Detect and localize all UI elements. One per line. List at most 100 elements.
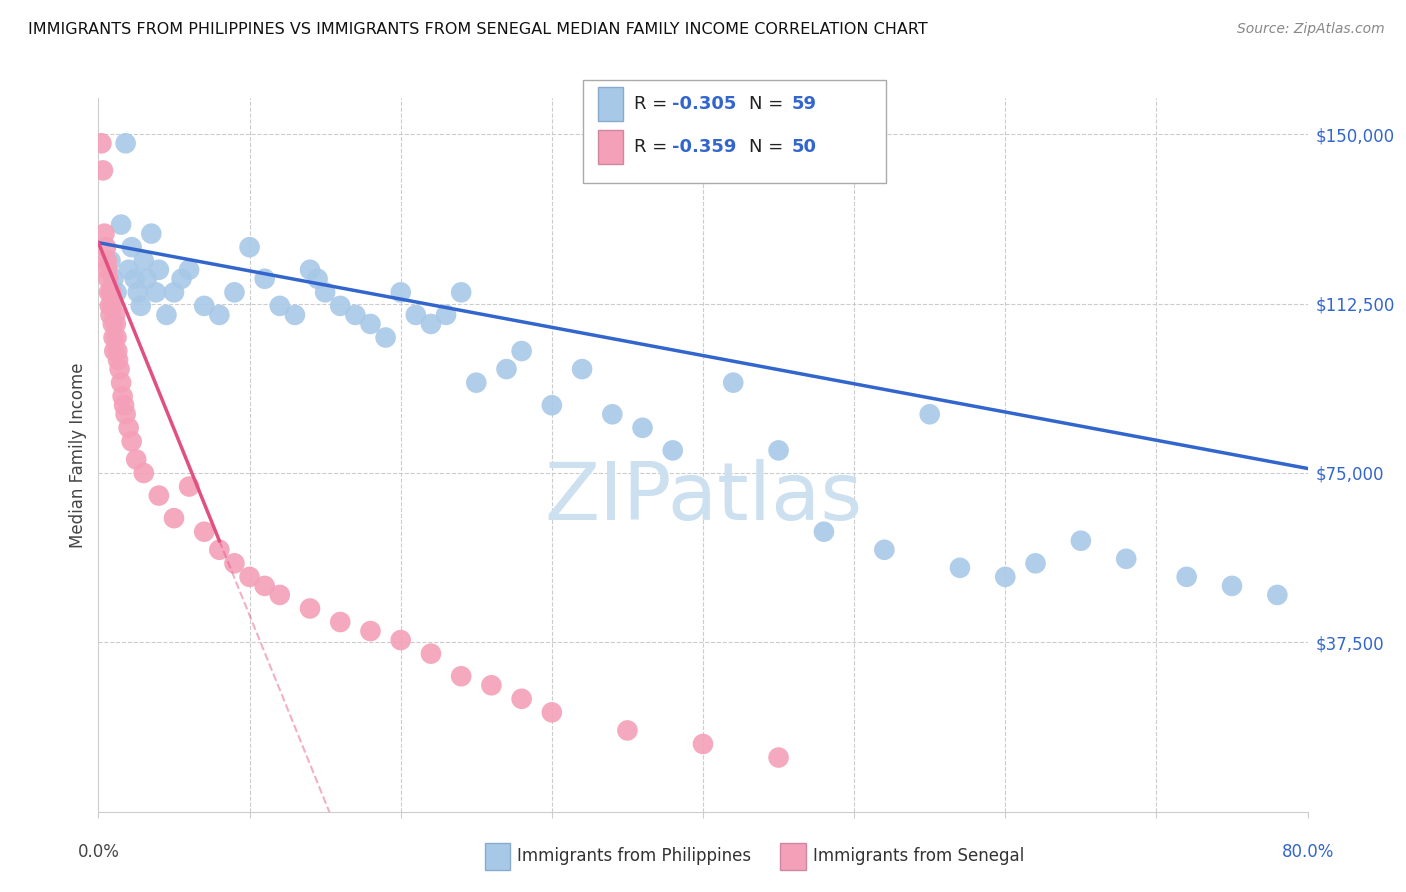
Point xyxy=(571,362,593,376)
Point xyxy=(239,240,262,254)
Point xyxy=(329,615,352,629)
Point xyxy=(450,669,472,683)
Point xyxy=(105,285,128,300)
Point xyxy=(253,272,276,286)
Point xyxy=(1175,570,1198,584)
Text: R =: R = xyxy=(634,95,673,113)
Point xyxy=(616,723,638,738)
Point xyxy=(94,240,117,254)
Point xyxy=(148,489,170,503)
Point xyxy=(105,344,128,359)
Point xyxy=(465,376,488,390)
Point xyxy=(329,299,352,313)
Point xyxy=(692,737,714,751)
Point xyxy=(949,561,972,575)
Point xyxy=(108,362,131,376)
Point xyxy=(208,542,231,557)
Point xyxy=(132,253,155,268)
Point xyxy=(141,227,163,241)
Point xyxy=(118,421,141,435)
Point xyxy=(208,308,231,322)
Point xyxy=(284,308,307,322)
Point xyxy=(602,407,624,421)
Point xyxy=(768,750,790,764)
Point xyxy=(129,299,152,313)
Point xyxy=(314,285,336,300)
Point xyxy=(420,647,443,661)
Point xyxy=(105,330,128,344)
Point xyxy=(127,285,149,300)
Point xyxy=(148,262,170,277)
Point xyxy=(495,362,517,376)
Point xyxy=(110,376,132,390)
Text: Source: ZipAtlas.com: Source: ZipAtlas.com xyxy=(1237,22,1385,37)
Point xyxy=(481,678,503,692)
Point xyxy=(307,272,329,286)
Point xyxy=(90,136,112,151)
Point xyxy=(269,299,291,313)
Text: 50: 50 xyxy=(792,138,817,156)
Point xyxy=(145,285,167,300)
Text: -0.305: -0.305 xyxy=(672,95,737,113)
Point xyxy=(163,511,186,525)
Text: R =: R = xyxy=(634,138,673,156)
Point xyxy=(101,299,124,313)
Point xyxy=(103,344,125,359)
Point xyxy=(98,299,121,313)
Point xyxy=(132,466,155,480)
Point xyxy=(107,353,129,368)
Text: Immigrants from Philippines: Immigrants from Philippines xyxy=(517,847,752,865)
Point xyxy=(96,262,118,277)
Point xyxy=(813,524,835,539)
Point xyxy=(118,262,141,277)
Point xyxy=(1115,551,1137,566)
Point xyxy=(420,317,443,331)
Point xyxy=(163,285,186,300)
Text: -0.359: -0.359 xyxy=(672,138,737,156)
Point xyxy=(114,407,136,421)
Point xyxy=(374,330,396,344)
Point xyxy=(299,262,322,277)
Point xyxy=(662,443,685,458)
Point xyxy=(299,601,322,615)
Point xyxy=(110,218,132,232)
Point xyxy=(873,542,896,557)
Point xyxy=(193,524,215,539)
Point xyxy=(103,272,125,286)
Point xyxy=(1267,588,1289,602)
Text: 0.0%: 0.0% xyxy=(77,843,120,861)
Point xyxy=(100,253,122,268)
Text: Immigrants from Senegal: Immigrants from Senegal xyxy=(813,847,1024,865)
Point xyxy=(360,317,382,331)
Point xyxy=(224,557,246,571)
Point xyxy=(114,136,136,151)
Point xyxy=(344,308,367,322)
Point xyxy=(111,389,134,403)
Text: 59: 59 xyxy=(792,95,817,113)
Point xyxy=(97,272,120,286)
Point xyxy=(510,691,533,706)
Point xyxy=(193,299,215,313)
Point xyxy=(269,588,291,602)
Point xyxy=(103,330,125,344)
Point xyxy=(224,285,246,300)
Point xyxy=(179,479,201,493)
Point xyxy=(541,398,564,412)
Point xyxy=(994,570,1017,584)
Point xyxy=(155,308,177,322)
Point xyxy=(723,376,745,390)
Point xyxy=(104,308,127,322)
Point xyxy=(768,443,790,458)
Point xyxy=(239,570,262,584)
Point xyxy=(96,253,118,268)
Y-axis label: Median Family Income: Median Family Income xyxy=(69,362,87,548)
Point xyxy=(93,227,115,241)
Point xyxy=(124,272,146,286)
Point xyxy=(510,344,533,359)
Point xyxy=(1024,557,1046,571)
Text: 80.0%: 80.0% xyxy=(1281,843,1334,861)
Point xyxy=(360,624,382,638)
Point xyxy=(450,285,472,300)
Text: IMMIGRANTS FROM PHILIPPINES VS IMMIGRANTS FROM SENEGAL MEDIAN FAMILY INCOME CORR: IMMIGRANTS FROM PHILIPPINES VS IMMIGRANT… xyxy=(28,22,928,37)
Point xyxy=(121,240,143,254)
